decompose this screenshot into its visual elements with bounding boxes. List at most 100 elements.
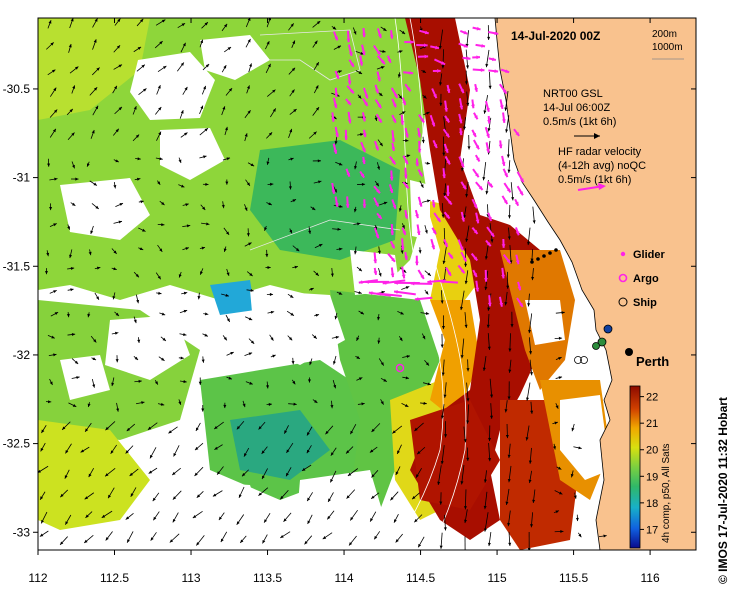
gsl-vector-head — [269, 292, 274, 296]
hf-radar-vector-head — [444, 148, 449, 153]
hf-radar-vector-head — [382, 280, 387, 285]
hf-radar-vector-head — [394, 280, 398, 285]
gsl-vector-head — [417, 450, 421, 455]
gsl-vector-head — [377, 340, 381, 344]
gsl-vector-head — [464, 324, 468, 329]
sst-patch-warm-offshore — [410, 400, 500, 510]
gsl-vector-head — [47, 163, 51, 167]
gsl-vector-head — [293, 402, 297, 406]
gsl-vector-head — [507, 169, 511, 173]
gsl-vector-head — [272, 108, 276, 112]
colorbar-caption: 4h comp, p50, All Sats — [661, 443, 672, 543]
gsl-vector-head — [399, 50, 403, 54]
hf-radar-vector-head — [375, 89, 379, 94]
gsl-vector-head — [113, 267, 117, 271]
gsl-vector-head — [315, 107, 320, 111]
hf-radar-vector-head — [506, 188, 511, 193]
hf-radar-vector-head — [445, 214, 450, 219]
hf-radar-vector-head — [414, 261, 419, 266]
hf-radar-vector-head — [359, 61, 364, 66]
x-axis: 112 112.5 113 113.5 114 114.5 115 115.5 116 — [28, 18, 660, 585]
hf-radar-vector-head — [433, 143, 438, 148]
gsl-vector-head — [398, 95, 402, 99]
gsl-vector-head — [105, 537, 109, 541]
gsl-vector-head — [441, 214, 445, 218]
hf-radar-vector-head — [420, 118, 425, 123]
gsl-vector-head — [306, 432, 310, 436]
gsl-vector-head — [118, 106, 122, 111]
gsl-vector-head — [390, 496, 394, 501]
gsl-vector-head — [157, 275, 161, 280]
gsl-vector-head — [267, 63, 271, 68]
gsl-vector-head — [573, 495, 577, 499]
gsl-vector-head — [356, 355, 360, 359]
gsl-vector-head — [68, 44, 72, 48]
gsl-vector-head — [71, 202, 76, 206]
gsl-vector-head — [270, 182, 274, 186]
hf-radar-vector-head — [409, 70, 414, 75]
gsl-vector-head — [115, 128, 119, 133]
gsl-vector-head — [558, 357, 562, 360]
gsl-vector-head — [108, 494, 111, 499]
gsl-vector-head — [311, 206, 316, 211]
cloud-gaps — [60, 35, 610, 550]
gsl-vector-head — [230, 352, 234, 355]
glider-marker — [542, 254, 546, 258]
gsl-vector-head — [76, 376, 80, 380]
hf-radar-vector-head — [473, 204, 478, 209]
gsl-vector — [504, 90, 509, 111]
gsl-vector-head — [318, 244, 323, 247]
colorbar-tick-label: 19 — [646, 471, 658, 483]
gsl-vector-head — [158, 131, 161, 136]
gsl-vector-head — [314, 399, 318, 403]
hf-radar-vector-head — [347, 80, 352, 85]
gsl-vector-head — [172, 518, 176, 523]
gsl-vector-head — [578, 533, 582, 538]
gsl-vector-head — [401, 111, 406, 115]
gsl-vector-head — [280, 495, 284, 500]
gsl-vector-head — [214, 425, 218, 430]
hf-radar-vector-head — [362, 204, 367, 208]
gsl-vector — [460, 290, 465, 311]
gsl-vector-head — [54, 177, 58, 181]
gsl-vector-head — [72, 164, 75, 169]
gsl-vector-head — [371, 428, 375, 433]
hf-radar-vector-head — [494, 31, 499, 36]
gsl-vector-head — [66, 313, 70, 318]
gsl-vector-head — [442, 152, 446, 156]
gsl-vector-head — [116, 408, 120, 412]
hf-radar-vector-head — [440, 279, 444, 284]
gsl-vector-head — [135, 273, 139, 278]
gsl-vector-head — [72, 404, 77, 407]
hf-radar-vector-head — [474, 115, 478, 120]
gsl-vector-head — [397, 450, 400, 454]
gsl-vector-head — [60, 541, 64, 545]
gsl-vector-head — [268, 18, 272, 21]
sst-field — [38, 18, 610, 550]
hf-radar-vector-head — [431, 245, 436, 250]
gsl-vector-head — [196, 542, 200, 546]
gsl-vector-head — [110, 450, 114, 454]
gsl-vector — [442, 136, 445, 156]
hf-radar-vector-head — [362, 117, 366, 122]
gsl-vector-head — [291, 89, 295, 93]
gsl-vector-head — [289, 294, 294, 298]
x-tick-label: 115 — [487, 571, 506, 585]
gsl-vector-head — [247, 110, 251, 114]
gsl-vector-head — [405, 376, 410, 380]
hf-radar-vector-head — [458, 119, 463, 124]
gsl-vector-head — [53, 353, 57, 357]
gsl-vector-head — [381, 290, 385, 294]
gsl-vector-head — [201, 359, 205, 363]
hf-radar-vector-head — [333, 149, 338, 154]
gsl-vector-head — [159, 157, 163, 161]
gsl-vector-head — [293, 109, 297, 113]
colorbar-scale — [629, 385, 641, 549]
gsl-vector-head — [264, 519, 268, 523]
gsl-vector-head — [203, 155, 207, 159]
hf-radar-vector-head — [402, 230, 406, 235]
gsl-vector-head — [358, 377, 363, 381]
gsl-vector-head — [554, 421, 558, 425]
hf-radar-vector-head — [400, 121, 405, 125]
gsl-vector-head — [286, 449, 290, 453]
